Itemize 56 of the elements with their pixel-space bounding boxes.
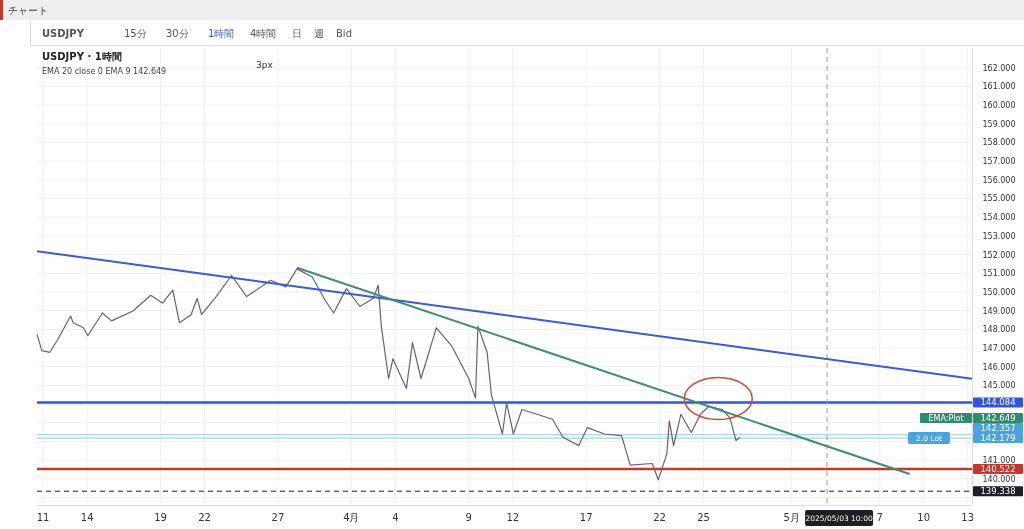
ref-line-label: 144.084 [980, 397, 1016, 408]
y-tick-label: 146.000 [982, 362, 1016, 372]
text: チャート [8, 5, 48, 16]
y-tick-label: 160.000 [982, 101, 1016, 111]
line-series [36, 268, 741, 481]
x-tick-label: 25 [697, 512, 710, 523]
y-tick-label: 152.000 [982, 250, 1016, 260]
chart-title: USDJPY · 1時間 [42, 51, 122, 62]
text: Bid [336, 28, 352, 39]
x-tick-label: 22 [653, 512, 666, 523]
y-tick-label: 162.000 [982, 63, 1016, 73]
y-tick-label: 155.000 [982, 194, 1016, 204]
x-tick-label: 13 [961, 512, 975, 523]
x-tick-label: 7 [876, 512, 883, 523]
ref-line-label: 142.179 [980, 433, 1016, 444]
x-tick-label: 11 [36, 512, 50, 523]
annotation: EMA:Plot [928, 414, 964, 424]
y-tick-label: 154.000 [982, 213, 1016, 223]
y-tick-label: 159.000 [982, 119, 1016, 129]
y-tick-label: 158.000 [982, 138, 1016, 148]
y-tick-label: 161.000 [982, 82, 1016, 92]
y-tick-label: 140.000 [982, 474, 1016, 484]
ref-line-label: 139.338 [980, 486, 1016, 497]
x-tick-label: 4 [392, 512, 399, 523]
y-tick-label: 153.000 [982, 231, 1016, 241]
y-tick-label: 147.000 [982, 343, 1016, 353]
y-tick-label: 149.000 [982, 306, 1016, 316]
y-tick-label: 141.000 [982, 456, 1016, 466]
text: 1時間 [208, 28, 235, 39]
x-tick-label: 4月 [343, 512, 360, 523]
y-tick-label: 145.000 [982, 381, 1016, 391]
x-tick-label: 27 [271, 512, 285, 523]
y-tick-label: 157.000 [982, 157, 1016, 167]
ref-line-label: 140.522 [980, 464, 1016, 475]
text: EMA 20 close 0 EMA 9 142.649 [42, 67, 167, 76]
text: 30分 [166, 28, 189, 39]
text: 142.649 [980, 413, 1016, 424]
text: 日 [292, 28, 302, 39]
x-tick-label: 5月 [783, 512, 800, 523]
x-tick-label: 17 [579, 512, 593, 523]
ref-line-label: 142.357 [980, 423, 1016, 434]
text: 4時間 [250, 28, 277, 39]
y-tick-label: 156.000 [982, 175, 1016, 185]
y-tick-label: 148.000 [982, 325, 1016, 335]
x-tick-label: 9 [465, 512, 472, 523]
y-tick-label: 150.000 [982, 287, 1016, 297]
text: 週 [314, 28, 324, 39]
x-tick-label: 22 [198, 512, 211, 523]
y-tick-label: 151.000 [982, 269, 1016, 279]
x-tick-label: 12 [506, 512, 520, 523]
text: 15分 [124, 28, 147, 39]
x-tick-label: 14 [80, 512, 94, 523]
x-tick-label: 19 [154, 512, 167, 523]
annotation: 3px [256, 60, 274, 70]
x-tick-label: 10 [917, 512, 931, 523]
text: USDJPY [42, 28, 85, 39]
